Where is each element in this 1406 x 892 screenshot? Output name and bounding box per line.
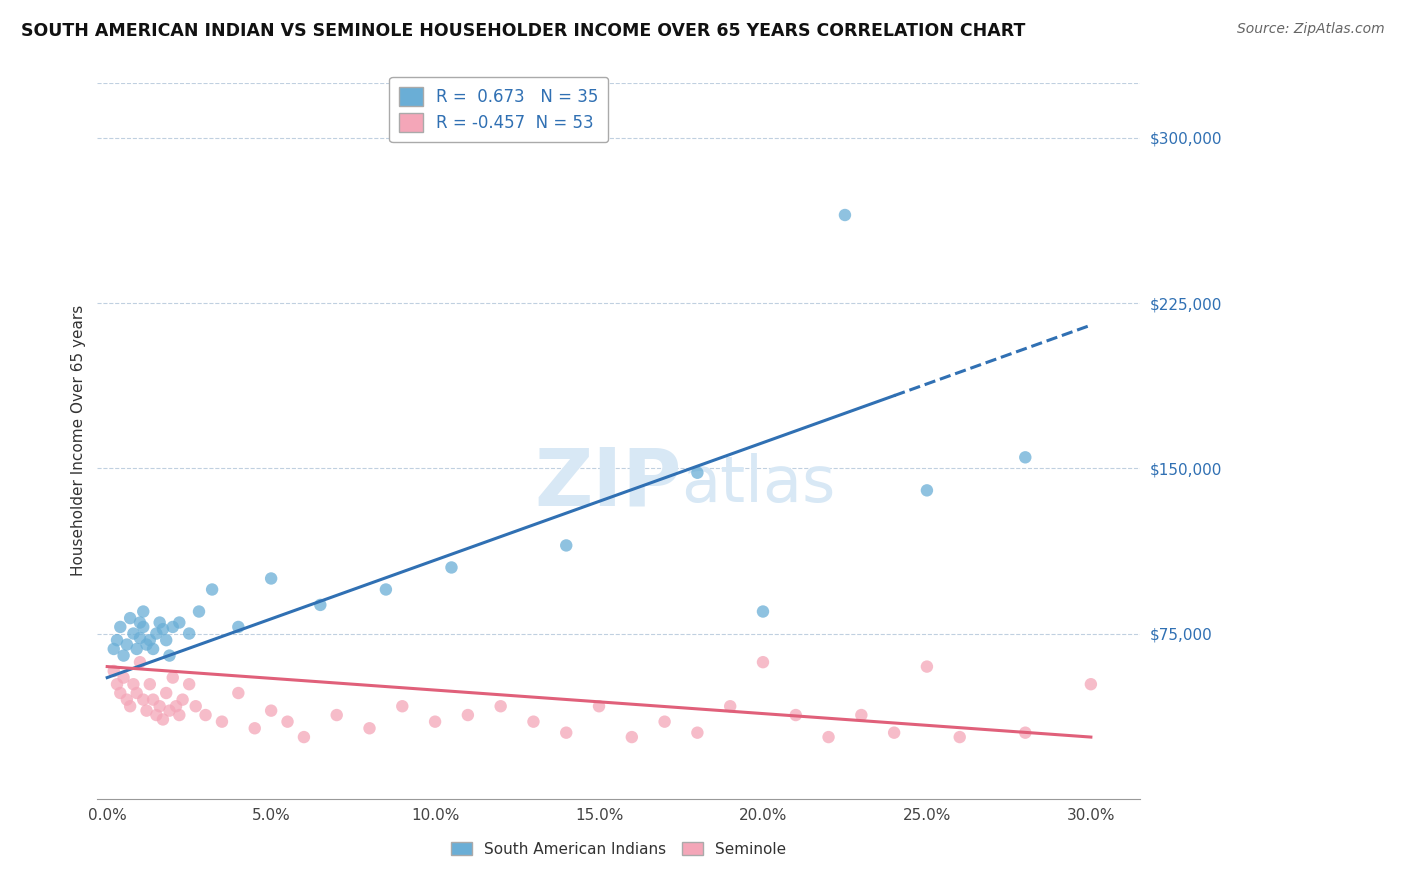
- Point: [105, 633, 128, 648]
- Point: [105, 677, 128, 691]
- Point: [135, 704, 157, 718]
- Point: [149, 699, 172, 714]
- Point: [129, 615, 152, 630]
- Point: [155, 686, 177, 700]
- Point: [103, 642, 125, 657]
- Point: [260, 572, 283, 586]
- Point: [149, 615, 172, 630]
- Point: [374, 582, 396, 597]
- Point: [165, 699, 187, 714]
- Point: [115, 692, 138, 706]
- Point: [122, 626, 145, 640]
- Point: [159, 704, 181, 718]
- Point: [112, 648, 135, 663]
- Point: [145, 626, 167, 640]
- Point: [115, 638, 138, 652]
- Point: [211, 714, 233, 729]
- Y-axis label: Householder Income Over 65 years: Householder Income Over 65 years: [72, 305, 86, 576]
- Point: [277, 714, 299, 729]
- Text: atlas: atlas: [682, 453, 835, 515]
- Point: [851, 708, 873, 723]
- Point: [1014, 725, 1036, 739]
- Point: [752, 605, 775, 619]
- Point: [179, 626, 201, 640]
- Point: [122, 677, 145, 691]
- Point: [752, 655, 775, 669]
- Point: [1014, 450, 1036, 465]
- Point: [129, 655, 152, 669]
- Legend: R =  0.673   N = 35, R = -0.457  N = 53: R = 0.673 N = 35, R = -0.457 N = 53: [389, 77, 609, 142]
- Point: [169, 615, 191, 630]
- Point: [152, 713, 174, 727]
- Point: [292, 730, 315, 744]
- Point: [457, 708, 479, 723]
- Point: [125, 642, 148, 657]
- Point: [132, 620, 155, 634]
- Point: [110, 686, 132, 700]
- Point: [620, 730, 643, 744]
- Point: [309, 598, 332, 612]
- Text: Source: ZipAtlas.com: Source: ZipAtlas.com: [1237, 22, 1385, 37]
- Point: [834, 208, 856, 222]
- Point: [129, 631, 152, 645]
- Point: [201, 582, 224, 597]
- Point: [112, 671, 135, 685]
- Point: [132, 692, 155, 706]
- Point: [785, 708, 807, 723]
- Text: SOUTH AMERICAN INDIAN VS SEMINOLE HOUSEHOLDER INCOME OVER 65 YEARS CORRELATION C: SOUTH AMERICAN INDIAN VS SEMINOLE HOUSEH…: [21, 22, 1025, 40]
- Point: [103, 664, 125, 678]
- Point: [686, 725, 709, 739]
- Point: [159, 648, 181, 663]
- Point: [120, 699, 142, 714]
- Point: [817, 730, 839, 744]
- Point: [915, 659, 938, 673]
- Point: [949, 730, 972, 744]
- Point: [522, 714, 544, 729]
- Point: [555, 538, 578, 552]
- Point: [169, 708, 191, 723]
- Point: [179, 677, 201, 691]
- Point: [162, 671, 184, 685]
- Point: [162, 620, 184, 634]
- Point: [155, 633, 177, 648]
- Point: [120, 611, 142, 625]
- Point: [391, 699, 413, 714]
- Point: [172, 692, 194, 706]
- Point: [228, 620, 250, 634]
- Point: [1080, 677, 1102, 691]
- Point: [588, 699, 610, 714]
- Point: [110, 620, 132, 634]
- Point: [883, 725, 905, 739]
- Point: [359, 721, 381, 735]
- Point: [152, 622, 174, 636]
- Point: [135, 638, 157, 652]
- Point: [423, 714, 446, 729]
- Point: [142, 642, 165, 657]
- Point: [915, 483, 938, 498]
- Point: [139, 677, 162, 691]
- Point: [125, 686, 148, 700]
- Point: [489, 699, 512, 714]
- Point: [686, 466, 709, 480]
- Point: [243, 721, 266, 735]
- Point: [325, 708, 347, 723]
- Point: [228, 686, 250, 700]
- Point: [145, 708, 167, 723]
- Point: [194, 708, 217, 723]
- Point: [132, 605, 155, 619]
- Point: [142, 692, 165, 706]
- Point: [139, 633, 162, 648]
- Point: [260, 704, 283, 718]
- Point: [440, 560, 463, 574]
- Point: [188, 605, 211, 619]
- Point: [184, 699, 207, 714]
- Point: [555, 725, 578, 739]
- Point: [718, 699, 741, 714]
- Text: ZIP: ZIP: [534, 445, 682, 523]
- Point: [654, 714, 676, 729]
